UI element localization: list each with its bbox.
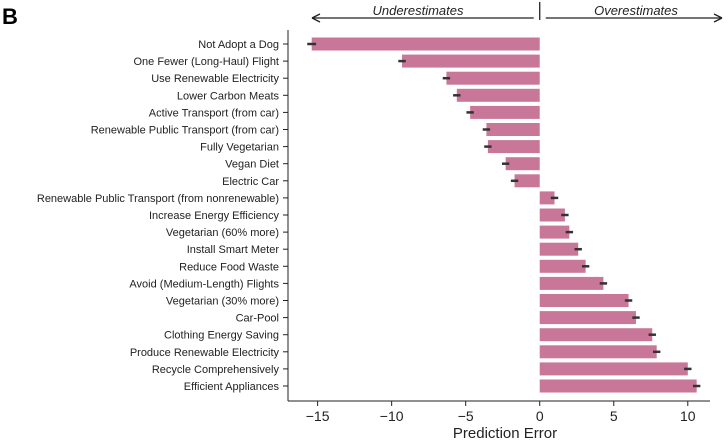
category-label-12: Install Smart Meter [187, 244, 280, 256]
bar-11 [539, 225, 570, 239]
x-tick-label-1: −10 [380, 408, 404, 424]
category-label-10: Increase Energy Efficiency [149, 210, 280, 222]
bar-18 [539, 345, 657, 359]
category-label-4: Active Transport (from car) [149, 107, 279, 119]
x-axis-title: Prediction Error [453, 425, 557, 442]
bar-15 [539, 294, 629, 307]
category-label-0: Not Adopt a Dog [198, 39, 279, 51]
category-label-8: Electric Car [222, 176, 279, 188]
bar-4 [470, 105, 540, 119]
category-labels: Not Adopt a Dog One Fewer (Long-Haul) Fli… [37, 39, 280, 393]
bar-5 [486, 123, 540, 136]
category-label-13: Reduce Food Waste [179, 261, 279, 273]
axes-group: −15 −10 −5 0 5 10 [283, 30, 710, 424]
category-label-6: Fully Vegetarian [200, 142, 279, 154]
category-label-20: Efficient Appliances [184, 381, 280, 393]
category-label-9: Renewable Public Transport (from nonrene… [37, 193, 279, 205]
annotation-group: Underestimates Overestimates [311, 2, 723, 23]
underestimates-arrowhead [311, 13, 321, 23]
category-label-17: Clothing Energy Saving [164, 330, 279, 342]
bar-19 [539, 362, 688, 376]
category-label-16: Car-Pool [236, 313, 279, 325]
bar-17 [539, 328, 653, 342]
x-tick-label-3: 0 [536, 408, 544, 424]
category-label-11: Vegetarian (60% more) [166, 227, 279, 239]
category-label-3: Lower Carbon Meats [177, 90, 280, 102]
bars-group [307, 37, 701, 393]
category-label-15: Vegetarian (30% more) [166, 296, 279, 308]
bar-10 [539, 208, 565, 222]
bar-7 [505, 157, 540, 171]
bar-8 [514, 174, 540, 188]
category-label-2: Use Renewable Electricity [151, 73, 279, 85]
x-tick-label-2: −5 [458, 408, 474, 424]
bar-14 [539, 276, 604, 290]
x-tick-label-5: 10 [680, 408, 696, 424]
bar-3 [456, 88, 540, 102]
bar-20 [539, 379, 697, 393]
category-label-5: Renewable Public Transport (from car) [91, 125, 279, 137]
underestimates-annotation: Underestimates [372, 3, 464, 18]
category-label-14: Avoid (Medium-Length) Flights [129, 278, 279, 290]
overestimates-annotation: Overestimates [594, 3, 678, 18]
bar-12 [539, 242, 579, 256]
category-label-1: One Fewer (Long-Haul) Flight [133, 56, 279, 68]
category-label-18: Produce Renewable Electricity [130, 347, 280, 359]
bar-1 [402, 54, 540, 68]
category-label-19: Recycle Comprehensively [152, 364, 280, 376]
bar-16 [539, 311, 636, 325]
x-tick-label-4: 5 [610, 408, 618, 424]
bar-0 [311, 37, 540, 51]
bar-2 [446, 71, 540, 85]
category-label-7: Vegan Diet [225, 159, 279, 171]
x-tick-label-0: −15 [306, 408, 330, 424]
bar-6 [487, 140, 540, 154]
bar-13 [539, 259, 586, 273]
bar-9 [539, 191, 555, 205]
panel-label: B [2, 4, 18, 29]
overestimates-arrowhead [713, 13, 723, 23]
